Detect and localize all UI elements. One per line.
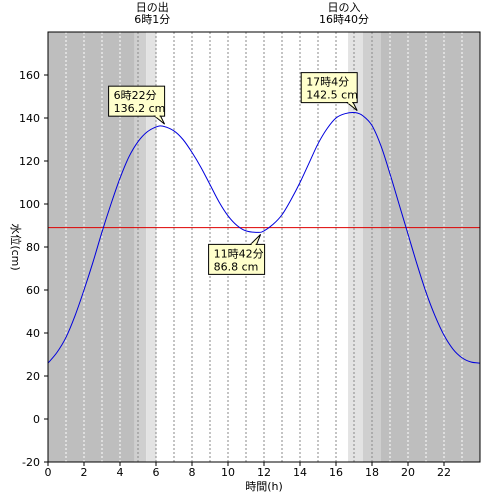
sun-event-time: 16時40分 bbox=[319, 13, 369, 26]
y-tick-label: 60 bbox=[26, 284, 40, 297]
y-tick-label: -20 bbox=[22, 456, 40, 469]
sun-event-time: 6時1分 bbox=[134, 13, 170, 26]
callout-value: 142.5 cm bbox=[306, 89, 358, 102]
callout-value: 136.2 cm bbox=[114, 102, 166, 115]
y-tick-label: 160 bbox=[19, 69, 40, 82]
callout-value: 86.8 cm bbox=[214, 260, 259, 273]
sun-event-name: 日の出 bbox=[136, 0, 169, 14]
x-tick-label: 16 bbox=[329, 466, 343, 479]
twilight-band bbox=[134, 32, 147, 462]
x-tick-label: 14 bbox=[293, 466, 307, 479]
callout-seam bbox=[155, 115, 160, 118]
x-tick-label: 18 bbox=[365, 466, 379, 479]
x-tick-label: 4 bbox=[117, 466, 124, 479]
x-tick-label: 2 bbox=[81, 466, 88, 479]
x-axis-title: 時間(h) bbox=[245, 480, 283, 493]
twilight-band bbox=[363, 32, 381, 462]
callout-time: 6時22分 bbox=[114, 89, 157, 102]
night-band bbox=[381, 32, 480, 462]
water-level-line bbox=[47, 112, 481, 364]
callout-time: 11時42分 bbox=[214, 247, 264, 260]
x-tick-label: 20 bbox=[401, 466, 415, 479]
tide-series bbox=[47, 112, 481, 364]
x-tick-label: 22 bbox=[437, 466, 451, 479]
callout-box bbox=[300, 72, 358, 104]
y-tick-label: 80 bbox=[26, 241, 40, 254]
y-tick-label: 140 bbox=[19, 112, 40, 125]
sun-event-name: 日の入 bbox=[328, 1, 361, 14]
y-axis-title: 水位(cm) bbox=[9, 223, 23, 270]
y-tick-labels: -20 0 20 40 60 80 100 120 140 160 bbox=[19, 69, 48, 469]
x-tick-labels: 0 2 4 6 8 10 12 14 16 18 20 22 bbox=[45, 462, 451, 479]
y-tick-label: 0 bbox=[33, 413, 40, 426]
y-tick-label: 120 bbox=[19, 155, 40, 168]
callout-seam bbox=[348, 101, 353, 104]
x-tick-label: 0 bbox=[45, 466, 52, 479]
twilight-band bbox=[348, 32, 363, 462]
x-tick-label: 8 bbox=[189, 466, 196, 479]
callout-seam bbox=[251, 243, 256, 246]
callout-box bbox=[208, 243, 266, 275]
y-tick-label: 20 bbox=[26, 370, 40, 383]
x-tick-label: 12 bbox=[257, 466, 271, 479]
callout-box bbox=[108, 85, 166, 117]
y-tick-label: 40 bbox=[26, 327, 40, 340]
x-tick-label: 6 bbox=[153, 466, 160, 479]
twilight-band bbox=[146, 32, 157, 462]
y-tick-label: 100 bbox=[19, 198, 40, 211]
x-tick-label: 10 bbox=[221, 466, 235, 479]
callout-time: 17時4分 bbox=[306, 76, 349, 89]
